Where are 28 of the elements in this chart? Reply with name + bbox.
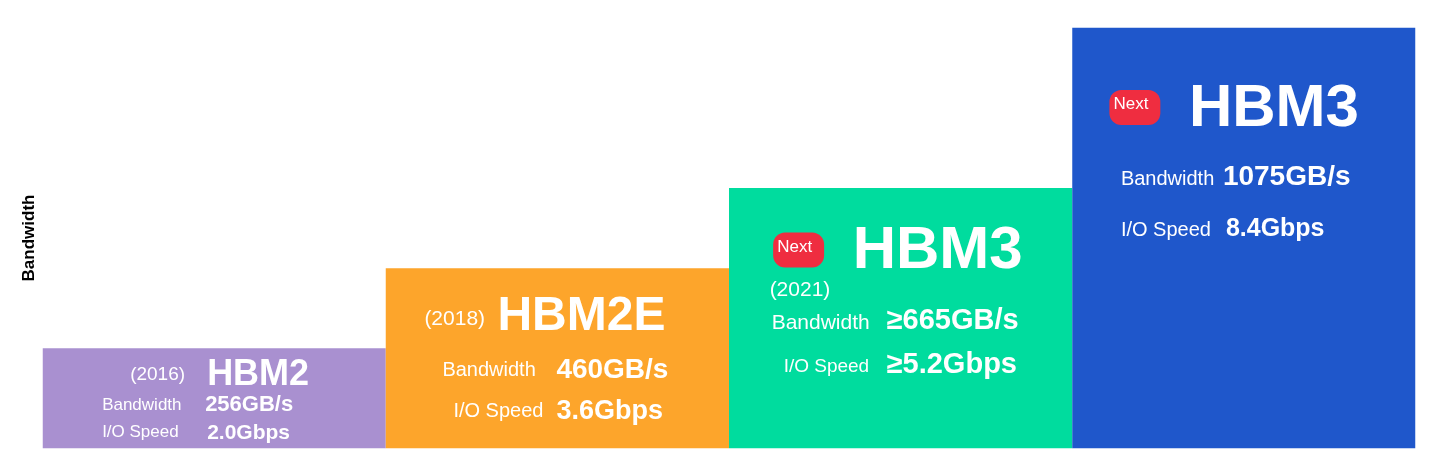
data-label: 256GB/s: [205, 390, 294, 416]
annotation: (2021): [769, 276, 831, 300]
annotation: ≥5.2Gbps: [886, 347, 1017, 380]
annotation: 3.6Gbps: [556, 395, 663, 426]
data-label: 460GB/s: [556, 352, 669, 384]
annotation: Bandwidth: [102, 394, 182, 414]
x-tick-label: HBM3: [852, 213, 1023, 281]
x-tick-label: HBM2: [207, 351, 310, 393]
annotation: Bandwidth: [442, 358, 536, 381]
x-tick-label: HBM3: [1188, 72, 1359, 139]
annotation: (2018): [424, 305, 486, 329]
annotation: I/O Speed: [783, 354, 870, 376]
annotation: Next: [1113, 94, 1149, 113]
annotation: Bandwidth: [771, 309, 870, 333]
bar: [729, 188, 1073, 449]
annotation: 2.0Gbps: [207, 419, 290, 443]
bar: [1072, 27, 1416, 449]
annotation: I/O Speed: [1120, 217, 1211, 240]
data-label: 1075GB/s: [1222, 160, 1351, 191]
data-label: ≥665GB/s: [886, 303, 1019, 336]
annotation: Bandwidth: [1120, 166, 1215, 189]
annotation: I/O Speed: [102, 421, 179, 441]
annotation: 8.4Gbps: [1225, 212, 1325, 241]
annotation: I/O Speed: [453, 399, 544, 422]
x-tick-label: HBM2E: [497, 286, 666, 340]
y-axis-title: Bandwidth: [18, 194, 38, 282]
annotation: Next: [777, 236, 813, 256]
annotation: (2016): [130, 362, 186, 384]
